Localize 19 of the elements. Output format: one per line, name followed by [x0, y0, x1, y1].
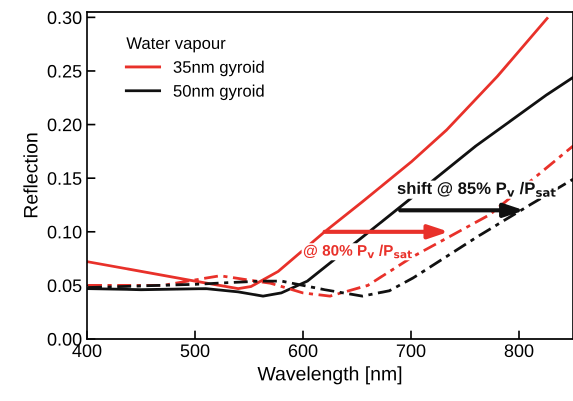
legend-label: 35nm gyroid	[174, 60, 264, 76]
y-tick-label: 0.00	[48, 332, 82, 346]
y-tick-label: 0.25	[48, 64, 82, 78]
y-tick-label: 0.30	[48, 11, 82, 24]
x-tick-label: 700	[396, 344, 426, 358]
legend-title: Water vapour	[126, 37, 226, 52]
y-tick-label: 0.05	[48, 279, 82, 292]
x-tick-label: 500	[180, 344, 210, 358]
y-axis-title: Reflection	[23, 134, 38, 218]
x-axis-title: Wavelength [nm]	[258, 366, 402, 384]
x-tick-label: 800	[504, 344, 534, 358]
y-tick-label: 0.10	[48, 226, 82, 239]
annotation: @ 80% P$_{v}$ /P$_{sat}$	[304, 244, 412, 258]
annotation: shift @ 85% P$_{v}$ /P$_{sat}$	[398, 182, 556, 197]
y-tick-label: 0.15	[48, 172, 82, 185]
legend-label: 50nm gyroid	[174, 84, 264, 100]
x-tick-label: 400	[72, 344, 102, 358]
x-tick-label: 600	[288, 344, 318, 358]
y-tick-label: 0.20	[48, 118, 82, 132]
